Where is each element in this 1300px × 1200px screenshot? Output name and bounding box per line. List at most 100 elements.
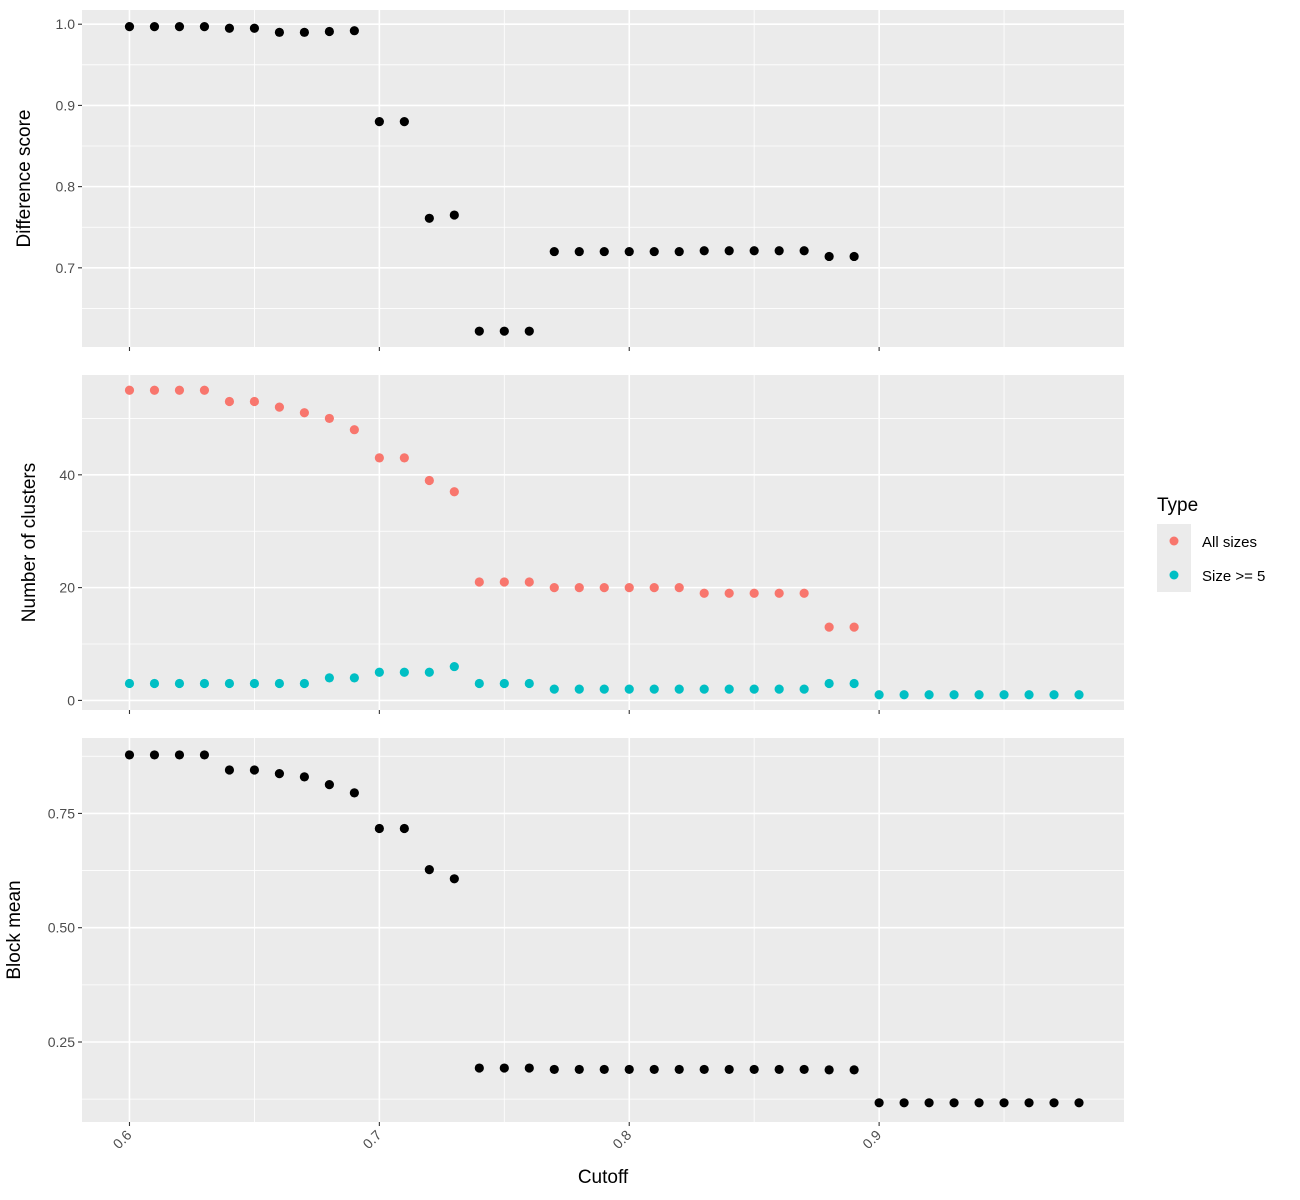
data-point (174, 678, 185, 689)
data-point (124, 22, 135, 32)
data-point (499, 577, 509, 587)
data-point (1049, 690, 1059, 700)
data-point (524, 577, 534, 587)
legend-dot-size-5 (1169, 570, 1179, 580)
y-axis-title-difference-score: Difference score (14, 110, 35, 248)
data-point (324, 26, 334, 37)
panel-block-mean: 0.25 0.50 0.75 Block mean (4, 738, 1124, 1126)
data-point (174, 385, 185, 395)
data-point (349, 788, 359, 798)
data-point (674, 246, 684, 257)
data-point (199, 22, 210, 32)
y-tick-label: 0.75 (48, 805, 75, 821)
data-point (774, 588, 784, 598)
panel-background (82, 738, 1124, 1122)
data-point (149, 678, 160, 689)
data-point (149, 750, 160, 760)
panel-difference-score: 0.7 0.8 0.9 1.0 Difference score (14, 10, 1124, 351)
x-axis-title: Cutoff (578, 1167, 629, 1188)
legend: Type All sizes Size >= 5 (1157, 495, 1265, 592)
series-size-5 (124, 661, 1084, 700)
data-point (749, 246, 759, 256)
data-point (849, 678, 859, 689)
data-point (749, 1064, 759, 1075)
data-point (374, 117, 384, 127)
y-axis-title-number-of-clusters: Number of clusters (19, 463, 40, 622)
data-point (424, 865, 434, 875)
data-point (874, 690, 884, 700)
data-point (174, 22, 185, 32)
y-tick-label: 0.9 (56, 97, 76, 113)
data-point (624, 1064, 634, 1075)
panel-background (82, 10, 1124, 347)
data-point (624, 684, 634, 694)
data-point (749, 684, 759, 694)
data-point (474, 678, 484, 689)
data-point (774, 246, 784, 256)
data-point (449, 487, 459, 497)
data-point (899, 690, 909, 700)
data-point (674, 1064, 684, 1075)
data-point (824, 1065, 834, 1075)
data-point (724, 1064, 734, 1075)
data-point (549, 684, 559, 694)
data-point (224, 23, 235, 33)
data-point (549, 583, 559, 593)
data-point (724, 246, 734, 256)
data-point (924, 1098, 934, 1108)
data-point (524, 1063, 534, 1073)
data-point (924, 690, 934, 700)
data-point (124, 750, 135, 760)
data-point (424, 213, 434, 223)
data-point (424, 475, 434, 486)
data-point (899, 1098, 909, 1108)
data-point (574, 1064, 584, 1075)
data-point (599, 1064, 609, 1075)
legend-title: Type (1157, 495, 1198, 516)
data-point (124, 385, 135, 395)
data-point (399, 667, 409, 677)
data-point (399, 823, 409, 834)
data-point (424, 667, 434, 677)
data-point (299, 408, 309, 418)
data-point (224, 765, 235, 775)
data-point (724, 588, 734, 598)
data-point (724, 684, 734, 694)
data-point (849, 251, 859, 262)
data-point (649, 246, 659, 257)
data-point (1049, 1098, 1059, 1108)
data-point (799, 1064, 809, 1075)
data-point (649, 1064, 659, 1075)
y-tick-label: 0.50 (48, 920, 75, 936)
data-point (849, 622, 859, 632)
data-point (799, 246, 809, 256)
data-point (699, 588, 709, 598)
y-axis-title-block-mean: Block mean (4, 880, 25, 979)
data-point (1024, 690, 1034, 700)
data-point (299, 678, 309, 689)
data-point (474, 577, 484, 587)
x-tick-label: 0.9 (859, 1127, 884, 1152)
data-point (999, 690, 1009, 700)
data-point (949, 1098, 959, 1108)
data-point (624, 246, 634, 257)
panel-number-of-clusters: 0 20 40 Number of clusters (19, 375, 1124, 714)
data-point (799, 588, 809, 598)
y-tick-label: 40 (59, 467, 75, 483)
data-point (524, 326, 534, 336)
data-point (249, 765, 260, 775)
y-tick-label: 20 (59, 580, 75, 596)
data-point (274, 402, 285, 412)
data-point (349, 425, 359, 435)
y-tick-label: 0 (67, 692, 75, 708)
data-point (849, 1065, 859, 1075)
data-point (374, 823, 384, 834)
data-point (574, 246, 584, 257)
data-point (474, 326, 484, 336)
x-tick-label: 0.7 (359, 1127, 384, 1152)
series-all-sizes (124, 385, 859, 632)
data-point (499, 326, 509, 336)
x-axis: 0.6 0.7 0.8 0.9 (110, 1127, 885, 1152)
data-point (174, 750, 185, 760)
